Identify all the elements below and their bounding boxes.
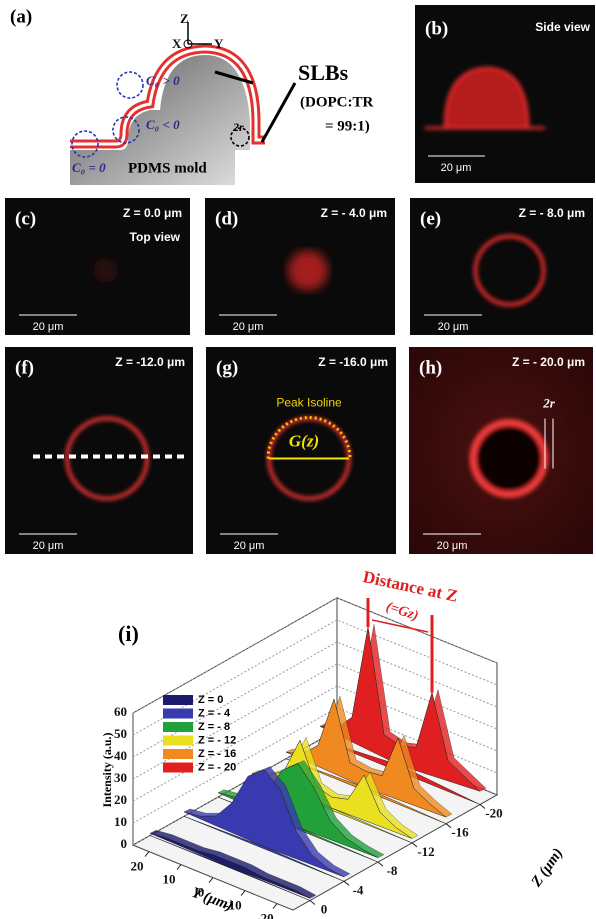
legend-swatch — [163, 722, 193, 732]
annotation-arrow — [372, 620, 428, 632]
axis-label: X — [172, 36, 182, 51]
legend-swatch — [163, 749, 193, 759]
figure: (a) Z X Y SLBs (DOPC:TR = 99:1) C₀ > 0 C… — [0, 0, 596, 919]
panel-label: (b) — [425, 18, 448, 39]
z-tick — [446, 824, 451, 828]
z-label: Z = - 8.0 μm — [519, 206, 585, 220]
label: (DOPC:TR — [300, 94, 373, 110]
z-tick-label: -16 — [451, 825, 469, 840]
z-tick — [344, 881, 349, 885]
y-axis-title: Intensity (a.u.) — [100, 732, 114, 807]
legend-label: Z = - 12 — [198, 734, 236, 746]
z-tick-label: -8 — [387, 863, 398, 878]
label: = 99:1) — [325, 118, 370, 134]
panel-label: (c) — [15, 208, 36, 229]
axis-label: Y — [214, 36, 224, 51]
label: Peak Isoline — [276, 396, 342, 410]
scale-label: 20 μm — [233, 321, 264, 333]
scale-label: 20 μm — [33, 321, 64, 333]
panel-label: (g) — [216, 357, 238, 378]
x-tick-label: -20 — [256, 911, 273, 919]
label: C₀ = 0 — [72, 160, 106, 175]
view-label: Side view — [535, 20, 590, 34]
panel-label: (d) — [215, 208, 238, 229]
z-tick-label: -4 — [353, 882, 364, 897]
panel-label: (f) — [15, 357, 34, 378]
x-tick — [241, 891, 245, 896]
y-tick-label: 0 — [121, 836, 128, 851]
signal — [94, 259, 118, 283]
legend-label: Z = - 16 — [198, 748, 236, 760]
label: 2r — [232, 120, 244, 134]
chart-label: (i) — [118, 621, 139, 646]
x-axis-title: Y (μm) — [190, 885, 235, 915]
x-tick — [177, 865, 181, 870]
label: 2r — [542, 395, 556, 410]
z-tick — [480, 805, 485, 809]
z-label: Z = -12.0 μm — [115, 355, 185, 369]
x-tick-label: 10 — [163, 872, 176, 887]
x-tick-label: 20 — [131, 859, 144, 874]
panel-label: (a) — [10, 6, 32, 27]
y-tick-label: 20 — [114, 792, 127, 807]
scale-label: 20 μm — [234, 540, 265, 552]
legend-swatch — [163, 763, 193, 773]
z-tick — [310, 901, 315, 905]
z-label: Z = - 4.0 μm — [321, 206, 387, 220]
z-tick-label: 0 — [321, 901, 328, 916]
chart-i: 010203040506020100-10-200-4-8-12-16-20Z … — [100, 567, 567, 919]
legend-label: Z = - 20 — [198, 761, 236, 773]
signal — [473, 423, 545, 495]
label: C₀ > 0 — [146, 73, 180, 88]
label: G(z) — [289, 431, 319, 450]
y-tick-label: 40 — [114, 748, 127, 763]
arrow — [262, 83, 295, 142]
legend-label: Z = 0 — [198, 694, 223, 706]
z-axis-title: Z (μm) — [528, 846, 566, 891]
panel-label: (h) — [419, 357, 442, 378]
z-tick-label: -20 — [485, 805, 502, 820]
scale-label: 20 μm — [438, 321, 469, 333]
view-label: Top view — [130, 230, 181, 244]
axis-label: Z — [180, 11, 189, 26]
label: SLBs — [298, 60, 349, 85]
legend-swatch — [163, 709, 193, 719]
legend-swatch — [163, 736, 193, 746]
panel-b: (b) Side view 20 μm — [415, 5, 595, 183]
z-label: Z = - 20.0 μm — [512, 355, 585, 369]
legend-label: Z = - 8 — [198, 721, 230, 733]
panel-a: (a) Z X Y SLBs (DOPC:TR = 99:1) C₀ > 0 C… — [10, 6, 373, 185]
z-tick — [378, 862, 383, 866]
z-tick — [412, 843, 417, 847]
legend-swatch — [163, 695, 193, 705]
label: C₀ < 0 — [146, 117, 180, 132]
y-tick-label: 60 — [114, 704, 127, 719]
label: PDMS mold — [128, 160, 207, 176]
signal — [288, 251, 328, 291]
y-tick-label: 10 — [114, 814, 127, 829]
x-tick — [209, 878, 213, 883]
y-tick-label: 50 — [114, 726, 127, 741]
z-label: Z = 0.0 μm — [123, 206, 182, 220]
x-tick — [145, 852, 149, 857]
z-tick-label: -12 — [417, 844, 434, 859]
image-panels: (c) Z = 0.0 μm Top view 20 μm (d) Z = - 4.0 μ… — [5, 198, 593, 554]
scale-label: 20 μm — [33, 540, 64, 552]
panel-label: (e) — [420, 208, 441, 229]
scale-label: 20 μm — [437, 540, 468, 552]
z-label: Z = -16.0 μm — [318, 355, 388, 369]
annotation: Distance at Z — [361, 567, 459, 606]
x-tick — [273, 904, 277, 909]
annotation: (=Gz) — [384, 600, 420, 624]
legend-label: Z = - 4 — [198, 707, 231, 719]
y-tick-label: 30 — [114, 770, 127, 785]
scale-label: 20 μm — [441, 162, 472, 174]
